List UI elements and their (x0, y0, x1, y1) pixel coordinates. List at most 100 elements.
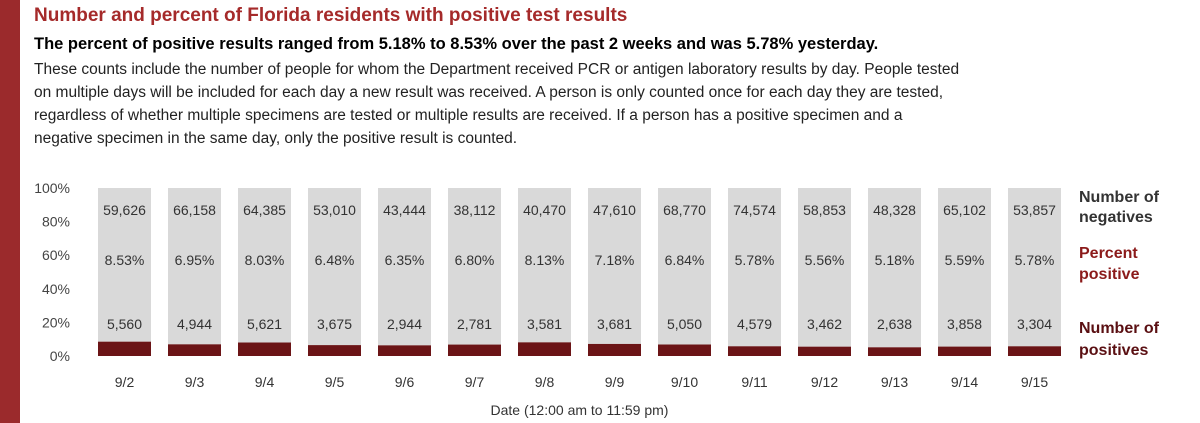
legend-positives: positives (1079, 342, 1148, 359)
percent-positive-label: 6.80% (455, 252, 495, 268)
percent-positive-label: 6.84% (665, 252, 705, 268)
bar-positives (798, 346, 851, 356)
positives-value-label: 3,304 (1017, 316, 1052, 332)
positives-value-label: 4,579 (737, 316, 772, 332)
bar-negatives (1008, 188, 1061, 347)
bar-positives (868, 347, 921, 356)
bar-positives (938, 346, 991, 356)
positives-value-label: 3,462 (807, 316, 842, 332)
bar-negatives (518, 188, 571, 343)
positives-value-label: 3,681 (597, 316, 632, 332)
x-tick-label: 9/4 (255, 374, 275, 390)
bar-positives (1008, 346, 1061, 356)
percent-positive-label: 6.35% (385, 252, 425, 268)
percent-positive-label: 8.53% (105, 252, 145, 268)
legend-negatives: negatives (1079, 209, 1153, 226)
percent-positive-label: 5.78% (735, 252, 775, 268)
bar-negatives (168, 188, 221, 345)
positives-value-label: 3,675 (317, 316, 352, 332)
percent-positive-label: 5.59% (945, 252, 985, 268)
x-tick-label: 9/10 (671, 374, 698, 390)
x-tick-label: 9/6 (395, 374, 415, 390)
x-tick-label: 9/12 (811, 374, 838, 390)
negatives-value-label: 66,158 (173, 202, 216, 218)
x-tick-label: 9/3 (185, 374, 205, 390)
percent-positive-label: 6.48% (315, 252, 355, 268)
negatives-value-label: 64,385 (243, 202, 286, 218)
bar-negatives (98, 188, 151, 342)
positives-value-label: 5,621 (247, 316, 282, 332)
x-tick-label: 9/9 (605, 374, 625, 390)
positives-value-label: 2,638 (877, 316, 912, 332)
y-tick-label: 0% (50, 348, 70, 364)
bar-positives (448, 344, 501, 356)
positives-value-label: 3,858 (947, 316, 982, 332)
bar-negatives (238, 188, 291, 343)
y-tick-label: 20% (42, 314, 70, 330)
positives-value-label: 3,581 (527, 316, 562, 332)
percent-positive-label: 7.18% (595, 252, 635, 268)
chart-title: Number and percent of Florida residents … (34, 5, 628, 26)
bar-positives (98, 341, 151, 356)
positives-value-label: 5,050 (667, 316, 702, 332)
x-tick-label: 9/15 (1021, 374, 1048, 390)
bar-positives (728, 346, 781, 356)
description-line: These counts include the number of peopl… (34, 61, 960, 78)
bar-positives (378, 345, 431, 356)
negatives-value-label: 43,444 (383, 202, 426, 218)
bar-positives (658, 344, 711, 356)
bar-negatives (798, 188, 851, 347)
negatives-value-label: 38,112 (454, 202, 496, 218)
bar-positives (308, 345, 361, 356)
percent-positive-label: 8.13% (525, 252, 565, 268)
positives-value-label: 2,781 (457, 316, 492, 332)
chart-description: These counts include the number of peopl… (34, 58, 1154, 150)
bar-negatives (938, 188, 991, 347)
legend-percent-positive: Percent (1079, 245, 1138, 262)
x-tick-label: 9/5 (325, 374, 345, 390)
accent-side-bar (0, 0, 20, 423)
bar-negatives (308, 188, 361, 346)
negatives-value-label: 40,470 (523, 202, 566, 218)
positives-value-label: 4,944 (177, 316, 212, 332)
legend-percent-positive: positive (1079, 266, 1140, 283)
bar-negatives (868, 188, 921, 348)
chart-subtitle: The percent of positive results ranged f… (34, 35, 879, 53)
negatives-value-label: 58,853 (803, 202, 846, 218)
negatives-value-label: 65,102 (943, 202, 986, 218)
percent-positive-label: 6.95% (175, 252, 215, 268)
y-tick-label: 80% (42, 214, 70, 230)
negatives-value-label: 48,328 (873, 202, 916, 218)
negatives-value-label: 74,574 (733, 202, 776, 218)
bar-negatives (588, 188, 641, 344)
x-tick-label: 9/2 (115, 374, 135, 390)
y-tick-label: 40% (42, 281, 70, 297)
bar-negatives (658, 188, 711, 345)
percent-positive-label: 5.56% (805, 252, 845, 268)
negatives-value-label: 59,626 (103, 202, 146, 218)
bar-positives (518, 342, 571, 356)
negatives-value-label: 53,010 (313, 202, 356, 218)
positives-value-label: 2,944 (387, 316, 422, 332)
negatives-value-label: 68,770 (663, 202, 706, 218)
percent-positive-label: 5.78% (1015, 252, 1055, 268)
description-line: on multiple days will be included for ea… (34, 84, 943, 101)
x-tick-label: 9/14 (951, 374, 978, 390)
negatives-value-label: 47,610 (593, 202, 636, 218)
description-line: regardless of whether multiple specimens… (34, 107, 903, 124)
x-tick-label: 9/8 (535, 374, 555, 390)
x-tick-label: 9/13 (881, 374, 908, 390)
description-line: negative specimen in the same day, only … (34, 130, 518, 147)
bar-negatives (728, 188, 781, 347)
bar-positives (168, 344, 221, 356)
y-tick-label: 60% (42, 247, 70, 263)
legend-negatives: Number of (1079, 189, 1160, 206)
x-tick-label: 9/7 (465, 374, 485, 390)
positives-value-label: 5,560 (107, 316, 142, 332)
x-tick-label: 9/11 (741, 374, 767, 390)
legend-positives: Number of (1079, 320, 1160, 337)
bar-negatives (448, 188, 501, 345)
percent-positive-label: 5.18% (875, 252, 915, 268)
negatives-value-label: 53,857 (1013, 202, 1056, 218)
